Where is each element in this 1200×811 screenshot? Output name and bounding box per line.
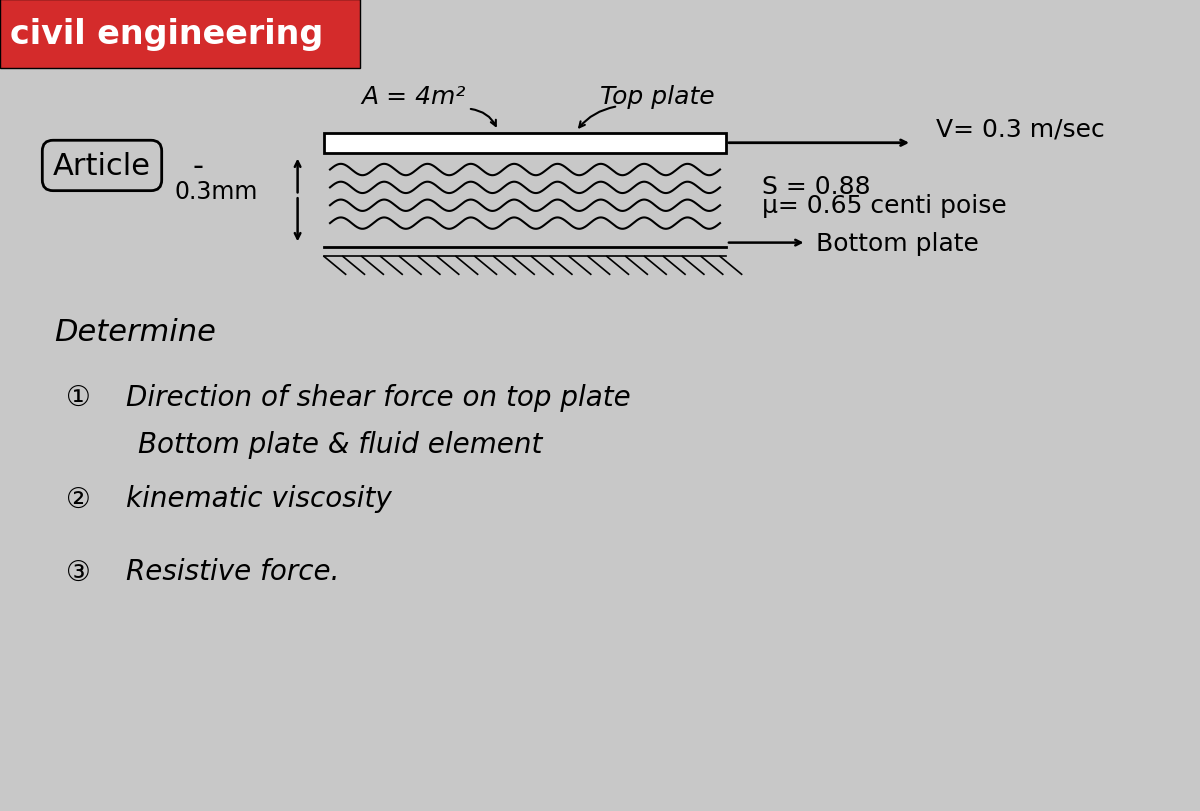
Text: A = 4m²: A = 4m² [362,85,466,109]
Text: μ= 0.65 centi poise: μ= 0.65 centi poise [762,194,1007,218]
Text: Bottom plate & fluid element: Bottom plate & fluid element [138,431,542,458]
Text: civil engineering: civil engineering [10,18,323,51]
Text: ①: ① [66,384,90,411]
Text: S = 0.88: S = 0.88 [762,174,871,199]
Text: 0.3mm: 0.3mm [175,180,258,204]
Text: -: - [192,152,204,181]
Text: Bottom plate: Bottom plate [816,231,979,255]
Text: kinematic viscosity: kinematic viscosity [126,485,391,513]
Text: ③: ③ [66,558,90,586]
Polygon shape [324,134,726,154]
Text: Top plate: Top plate [600,85,715,109]
FancyBboxPatch shape [0,0,360,69]
Text: Article: Article [53,152,151,181]
Text: V= 0.3 m/sec: V= 0.3 m/sec [936,118,1105,142]
Text: Direction of shear force on top plate: Direction of shear force on top plate [126,384,631,411]
Text: Determine: Determine [54,318,216,347]
Text: Resistive force.: Resistive force. [126,558,340,586]
Text: ②: ② [66,485,90,513]
